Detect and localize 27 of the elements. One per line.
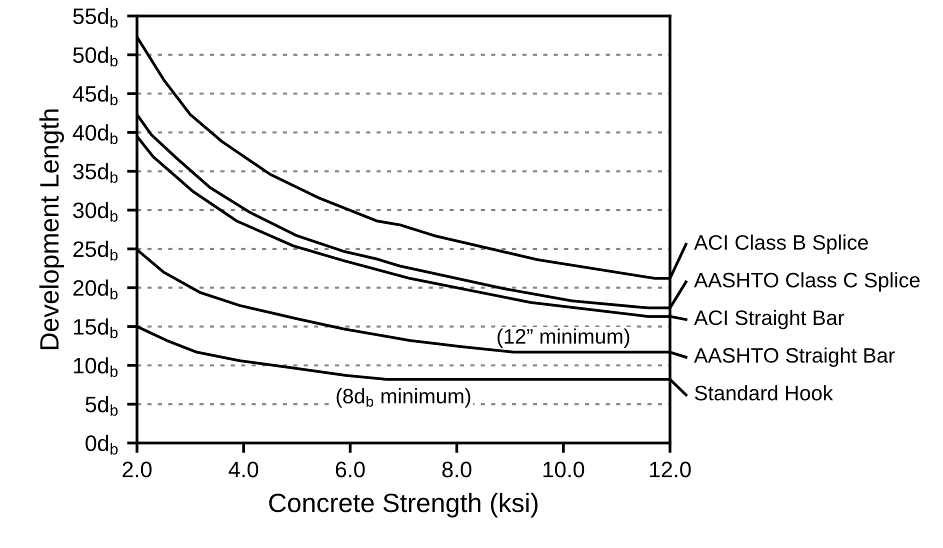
y-tick-label: 15d$_{b}$ [74,318,118,338]
series-label: ACI Class B Splice [694,234,868,254]
y-tick-label: 40d$_{b}$ [72,124,118,144]
legend-label: Standard Hook [694,385,833,400]
y-tick-label: 5d$_{b}$ [86,396,118,416]
x-tick-label: 8.0 [442,462,472,478]
legend-label: AASHTO Straight Bar [694,348,895,367]
y-tick-label: 55d$_{b}$ [73,8,118,28]
x-tick-label: 2.0 [122,462,152,478]
legend-label: ACI Straight Bar [694,310,844,330]
y-tick-label: 10d$_{b}$ [74,357,118,377]
y-axis-title: Development Length [39,109,64,350]
legend-label: AASHTO Class C Splice [694,272,920,292]
y-tick-label: 35d$_{b}$ [73,163,118,183]
x-tick-label: 4.0 [228,462,258,478]
x-tick-label: 6.0 [336,462,365,478]
y-tick-label: 45d$_{b}$ [72,85,118,106]
annotation: (12” minimum) [498,328,630,348]
x-tick-label: 12.0 [650,462,691,478]
y-tick-label: 30d$_{b}$ [73,202,118,222]
y-tick-label: 25d$_{b}$ [73,240,118,261]
annotation: (8d$_{b}$ minimum) [336,388,470,408]
x-tick-label: 10.0 [543,462,584,478]
y-tick-label: 20d$_{b}$ [73,280,118,300]
y-tick-label: 0d$_{b}$ [86,434,118,455]
y-tick-label: 50d$_{b}$ [73,46,118,66]
x-axis-title: Concrete Strength (ksi) [269,492,538,518]
